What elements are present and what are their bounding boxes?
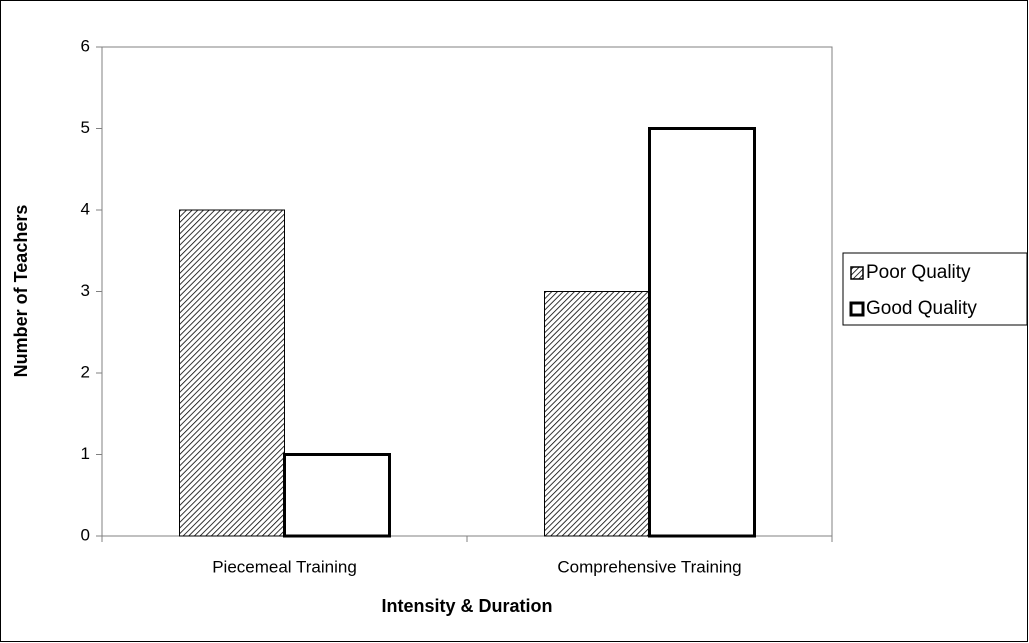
x-tick-label: Comprehensive Training <box>557 557 741 576</box>
legend-label: Good Quality <box>866 298 977 319</box>
y-tick-label: 5 <box>81 118 90 137</box>
y-tick-label: 3 <box>81 281 90 300</box>
y-tick-label: 0 <box>81 525 90 544</box>
legend-swatch <box>849 301 865 317</box>
bar <box>544 291 650 537</box>
y-axis-title: Number of Teachers <box>11 205 31 378</box>
bar <box>283 453 391 538</box>
x-tick-label: Piecemeal Training <box>212 557 357 576</box>
y-tick-label: 2 <box>81 362 90 381</box>
y-tick-label: 6 <box>81 36 90 55</box>
legend-label: Poor Quality <box>866 262 971 283</box>
y-tick-label: 1 <box>81 444 90 463</box>
bar <box>648 127 756 538</box>
legend-swatch <box>850 266 864 280</box>
y-tick-label: 4 <box>81 199 90 218</box>
x-axis-title: Intensity & Duration <box>381 596 552 616</box>
bar <box>179 209 285 537</box>
legend <box>842 252 1028 326</box>
